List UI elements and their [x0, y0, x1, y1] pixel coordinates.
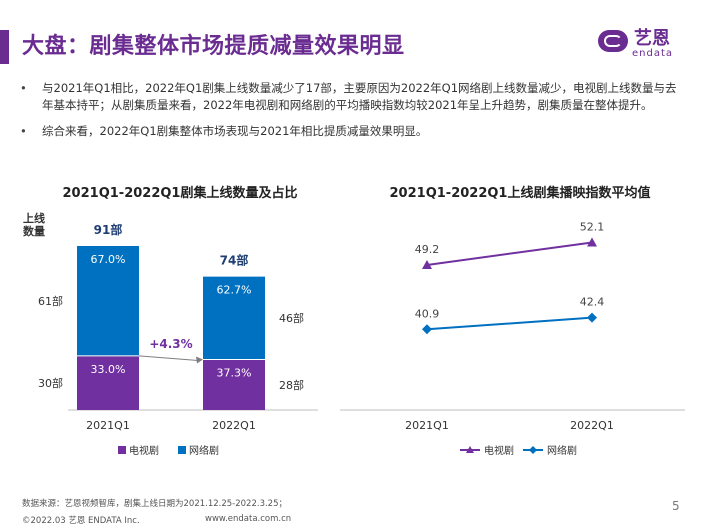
bar-chart-title: 2021Q1-2022Q1剧集上线数量及占比 — [62, 186, 298, 201]
legend-label-tv: 电视剧 — [129, 444, 159, 457]
x-tick-label: 2022Q1 — [570, 419, 614, 432]
connector-line — [138, 355, 199, 362]
data-label: 42.4 — [580, 296, 605, 309]
bar-chart: 上线数量 67.0% 33.0% 91部 2021Q1 61部 30部 62.7% 37.3% 7… — [23, 211, 318, 457]
data-label-web-share: 62.7% — [217, 284, 252, 297]
bullet-text: 综合来看，2022年Q1剧集整体市场表现与2021年相比提质减量效果明显。 — [42, 124, 428, 138]
data-label-tv-share: 33.0% — [91, 363, 126, 376]
logo-text-en: endata — [632, 48, 674, 59]
data-point-web — [587, 312, 597, 323]
bullet-item: • 综合来看，2022年Q1剧集整体市场表现与2021年相比提质减量效果明显。 — [20, 123, 688, 140]
x-tick-label: 2022Q1 — [212, 419, 256, 432]
line-chart-title: 2021Q1-2022Q1上线剧集播映指数平均值 — [389, 186, 651, 201]
legend-label-web: 网络剧 — [547, 444, 577, 457]
data-label: 49.2 — [415, 243, 440, 256]
data-label-total: 74部 — [220, 253, 249, 268]
legend-label-web: 网络剧 — [189, 444, 219, 457]
change-annotation: +4.3% — [149, 337, 192, 351]
data-point-web — [422, 324, 432, 335]
x-tick-label: 2021Q1 — [86, 419, 130, 432]
bar-segment-web — [203, 276, 265, 360]
count-label-tv: 28部 — [279, 378, 304, 392]
title-accent-bar — [0, 30, 9, 64]
logo-text-cn: 艺恩 — [634, 28, 670, 49]
summary-bullets: • 与2021年Q1相比，2022年Q1剧集上线数量减少了17部，主要原因为20… — [20, 80, 688, 149]
legend-label-tv: 电视剧 — [484, 444, 514, 457]
bullet-text: 与2021年Q1相比，2022年Q1剧集上线数量减少了17部，主要原因为2022… — [42, 81, 677, 112]
legend-marker-web — [529, 446, 537, 454]
y-axis-label: 数量 — [23, 224, 45, 238]
y-axis-label: 上线 — [23, 211, 45, 225]
data-point-tv — [422, 259, 432, 269]
data-label-web-share: 67.0% — [91, 253, 126, 266]
bullet-item: • 与2021年Q1相比，2022年Q1剧集上线数量减少了17部，主要原因为20… — [20, 80, 688, 114]
data-label-tv-share: 37.3% — [217, 367, 252, 380]
series-line-web — [426, 316, 593, 331]
legend-marker-tv — [466, 446, 474, 453]
data-label: 40.9 — [415, 307, 440, 320]
count-label-web: 61部 — [38, 294, 63, 308]
count-label-web: 46部 — [279, 311, 304, 325]
data-label: 52.1 — [580, 220, 605, 233]
bar-segment-web — [77, 246, 139, 356]
footer-copyright: ©2022.03 艺恩 ENDATA Inc. — [22, 516, 140, 526]
x-tick-label: 2021Q1 — [405, 419, 449, 432]
connector-arrowhead — [196, 356, 203, 364]
bar-segment-tv — [77, 355, 139, 410]
data-label-total: 91部 — [94, 222, 123, 237]
data-point-tv — [587, 237, 597, 247]
legend-swatch-web — [178, 446, 186, 454]
page-title: 大盘：剧集整体市场提质减量效果明显 — [22, 34, 405, 59]
page-number: 5 — [672, 499, 680, 513]
bullet-dot-icon: • — [20, 124, 27, 138]
line-chart: 2021Q1 2022Q1 49.2 52.1 40.9 42.4 电视剧 网络剧 — [340, 220, 685, 457]
series-line-tv — [426, 241, 593, 266]
bar-segment-tv — [203, 359, 265, 410]
footer-source: 数据来源：艺恩视频智库，剧集上线日期为2021.12.25-2022.3.25； — [22, 499, 287, 509]
footer-url: www.endata.com.cn — [205, 514, 292, 524]
bullet-dot-icon: • — [20, 81, 27, 95]
legend-swatch-tv — [118, 446, 126, 454]
count-label-tv: 30部 — [38, 376, 63, 390]
endata-logo-icon — [598, 30, 628, 52]
endata-logo: 艺恩 endata — [598, 22, 694, 60]
